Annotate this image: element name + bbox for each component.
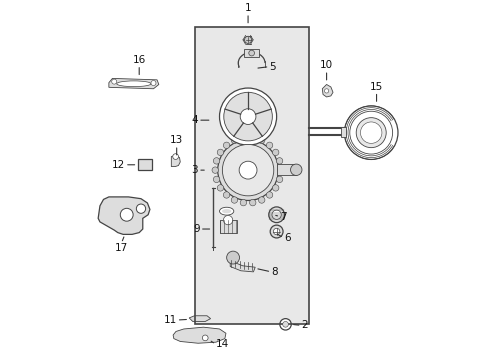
Circle shape	[277, 167, 284, 174]
Circle shape	[266, 142, 272, 149]
Circle shape	[222, 144, 273, 196]
Text: 8: 8	[271, 267, 277, 277]
Circle shape	[151, 81, 156, 86]
Circle shape	[172, 154, 178, 159]
Text: 14: 14	[216, 339, 229, 349]
Circle shape	[279, 319, 291, 330]
Text: 4: 4	[191, 115, 198, 125]
Bar	[340, 127, 346, 136]
Circle shape	[268, 207, 284, 222]
Circle shape	[272, 149, 278, 156]
Circle shape	[258, 197, 264, 203]
Bar	[138, 159, 151, 170]
Circle shape	[324, 89, 328, 93]
Circle shape	[217, 140, 278, 201]
Polygon shape	[109, 78, 159, 89]
Circle shape	[239, 161, 257, 179]
Text: 11: 11	[163, 315, 176, 325]
Text: 5: 5	[269, 62, 276, 72]
Circle shape	[217, 149, 223, 156]
Circle shape	[219, 88, 276, 145]
Text: 2: 2	[301, 320, 307, 330]
Circle shape	[213, 176, 219, 183]
Polygon shape	[173, 327, 225, 343]
Ellipse shape	[222, 209, 231, 213]
Circle shape	[249, 199, 255, 206]
Text: 12: 12	[111, 160, 124, 170]
Circle shape	[248, 50, 254, 56]
Text: 15: 15	[369, 82, 383, 91]
Circle shape	[270, 225, 283, 238]
Circle shape	[223, 216, 232, 225]
Text: 17: 17	[115, 243, 128, 253]
Circle shape	[240, 199, 246, 206]
Text: 10: 10	[319, 60, 332, 70]
Circle shape	[273, 228, 279, 235]
Circle shape	[244, 36, 251, 44]
Circle shape	[276, 176, 282, 183]
Circle shape	[231, 137, 237, 144]
Circle shape	[224, 92, 272, 141]
Circle shape	[240, 109, 255, 125]
Circle shape	[223, 192, 229, 198]
Text: 1: 1	[244, 3, 251, 13]
Circle shape	[344, 106, 397, 159]
Circle shape	[276, 158, 282, 164]
Bar	[276, 164, 296, 175]
Circle shape	[360, 122, 381, 143]
Polygon shape	[171, 155, 180, 167]
Circle shape	[271, 210, 281, 219]
Circle shape	[223, 142, 229, 149]
Text: 6: 6	[283, 233, 290, 243]
Ellipse shape	[219, 207, 233, 215]
Text: 3: 3	[191, 165, 198, 175]
Bar	[244, 49, 258, 57]
Circle shape	[349, 111, 392, 154]
Circle shape	[249, 134, 255, 141]
Bar	[194, 27, 308, 324]
Circle shape	[272, 185, 278, 191]
Circle shape	[226, 251, 239, 264]
Circle shape	[231, 197, 237, 203]
Circle shape	[258, 137, 264, 144]
Circle shape	[120, 208, 133, 221]
Polygon shape	[189, 316, 210, 321]
Polygon shape	[322, 85, 332, 97]
Circle shape	[111, 79, 117, 84]
Polygon shape	[98, 197, 150, 234]
Bar	[194, 27, 308, 324]
Circle shape	[282, 321, 288, 327]
Text: 16: 16	[132, 55, 145, 65]
Text: 9: 9	[193, 224, 200, 234]
Circle shape	[202, 335, 208, 341]
Circle shape	[355, 118, 386, 148]
Circle shape	[290, 164, 302, 175]
Circle shape	[240, 134, 246, 141]
Circle shape	[136, 204, 145, 213]
Circle shape	[213, 158, 219, 164]
Circle shape	[217, 185, 223, 191]
Text: 7: 7	[280, 212, 286, 221]
Circle shape	[266, 192, 272, 198]
Text: 13: 13	[170, 135, 183, 145]
Ellipse shape	[117, 81, 151, 87]
Bar	[219, 220, 236, 233]
Polygon shape	[230, 258, 255, 272]
Circle shape	[212, 167, 218, 174]
Bar	[308, 128, 344, 135]
